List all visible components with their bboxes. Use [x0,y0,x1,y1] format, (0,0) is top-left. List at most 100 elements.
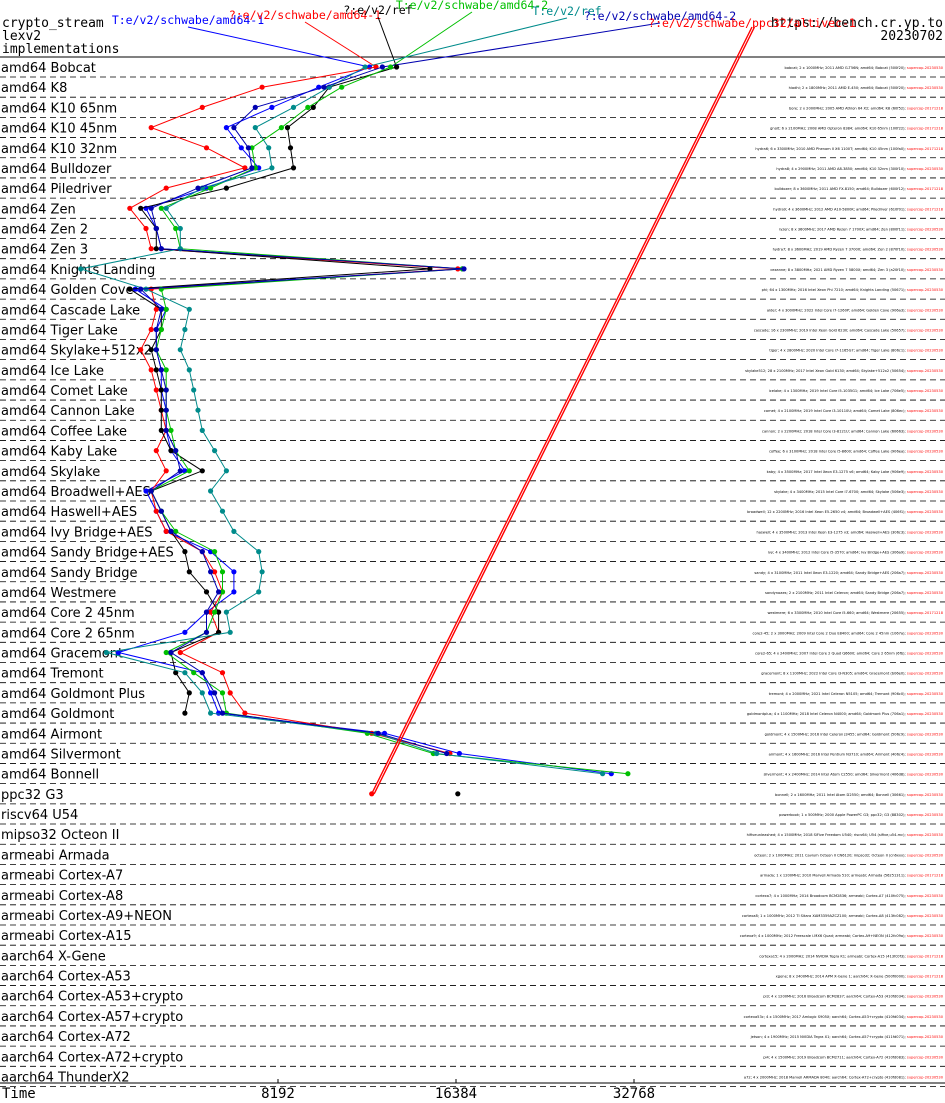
data-point [182,326,188,333]
x-axis: Time 8192 16384 32768 [0,1079,945,1102]
machine-description: hifiveunleashed; 4 x 1500MHz; 2018 SiFiv… [747,833,944,837]
data-point [219,508,226,514]
category-label: aarch64 X-Gene [1,949,106,964]
machine-description: hydra6; 6 x 3300MHz; 2010 AMD Phenom II … [755,147,943,151]
data-point [182,549,188,555]
machine-description: cascade; 16 x 2300MHz; 2019 Intel Xeon G… [754,328,944,332]
category-label: amd64 K10 45nm [1,122,117,137]
category-label: amd64 Comet Lake [1,384,128,399]
data-point [177,649,183,656]
overflow-line [371,26,753,795]
data-point [208,185,214,191]
data-point [148,246,154,252]
series-line [80,66,603,775]
data-point [249,165,255,171]
data-point [208,609,214,615]
machine-description: sandy; 4 x 3100MHz; 2011 Intel Xeon E3-1… [754,571,943,575]
machine-description: pi3; 4 x 1200MHz; 2016 Broadcom BCM2837;… [763,995,943,999]
category-label: amd64 Knights Landing [1,263,155,278]
category-label: riscv64 U54 [1,808,78,823]
data-point [461,266,467,272]
machine-description: ivy; 4 x 3400MHz; 2012 Intel Core i5-357… [768,551,944,555]
machine-description: a72; 4 x 2000MHz; 2018 Marvell ARMADA 80… [744,1076,944,1080]
machine-description: core2-45; 2 x 3000MHz; 2009 Intel Core 2… [752,631,943,635]
category-label: armeabi Cortex-A7 [1,869,123,884]
legend-leader [304,21,377,68]
category-label: amd64 Ivy Bridge+AES [1,525,153,540]
data-point [227,629,233,635]
machine-description: core2-65; 4 x 2400MHz; 2007 Intel Core 2… [755,652,944,656]
data-point [212,549,218,555]
data-point [212,609,218,615]
category-label: amd64 Tremont [1,667,104,682]
machine-description: gracemont; 8 x 1100MHz; 2022 Intel Core … [761,672,944,676]
category-label: armeabi Armada [1,848,110,863]
machine-description: jetson; 4 x 1900MHz; 2015 NVIDIA Tegra X… [750,1035,944,1039]
data-point [208,569,214,575]
grid-layer [0,56,945,1087]
data-point [186,569,192,575]
category-label: amd64 Gracemont [1,647,123,662]
category-label: aarch64 Cortex-A57+crypto [1,1010,183,1025]
machine-description: silvermont; 4 x 2400MHz; 2014 Intel Atom… [764,773,944,777]
data-point [168,448,174,454]
machine-description: hydra8; 4 x 2900MHz; 2011 AMD A8-3850; a… [776,167,943,171]
data-point [158,306,164,312]
data-point [203,609,210,615]
category-label: aarch64 Cortex-A72 [1,1030,131,1045]
data-point [379,64,385,70]
category-label: amd64 Goldmont Plus [1,687,145,702]
machine-description: bore; 2 x 2000MHz; 2005 AMD Athlon 64 X2… [789,106,944,110]
machine-description: hydra7; 8 x 3600MHz; 2019 AMD Ryzen 7 37… [773,248,944,252]
category-label: amd64 Zen 3 [1,243,88,258]
data-point [195,407,201,413]
data-point [310,104,316,110]
machine-description: octeon; 2 x 1000MHz; 2011 Cavium Octeon … [754,853,944,857]
data-point [163,387,169,393]
data-point [186,367,192,373]
machine-description: broadwell; 12 x 2200MHz; 2016 Intel Xeon… [747,510,944,514]
header-url[interactable]: https://bench.cr.yp.to [771,16,943,31]
machine-description: powerbook; 1 x 500MHz; 2000 Apple PowerP… [779,813,944,817]
data-point [186,306,192,312]
data-point [199,690,205,696]
data-point [290,165,297,171]
x-tick-label: 32768 [613,1086,655,1102]
legend-label: T:e/v2/schwabe/amd64-1 [112,13,264,27]
category-label: amd64 Skylake [1,465,100,480]
data-point [231,528,237,535]
data-point [163,649,169,656]
data-point [148,326,154,333]
data-point [173,225,179,232]
legend-label: T:e/v2/ref [532,4,601,18]
x-tick-label: 16384 [435,1086,477,1102]
data-point [219,690,226,696]
data-point [216,609,222,615]
data-point [177,347,183,353]
machine-description: cannon; 2 x 2200MHz; 2018 Intel Core i3-… [762,429,944,433]
data-point [153,387,159,393]
legend-label: T:e/v2/schwabe/amd64-2 [396,0,548,12]
machine-description: bulldozer; 8 x 3600MHz; 2011 AMD FX-8150… [774,187,943,191]
data-point [238,145,244,151]
category-label: amd64 Westmere [1,586,116,601]
machine-description: comet; 4 x 2100MHz; 2019 Intel Core i3-1… [764,409,944,413]
data-point [284,125,291,131]
machine-description: gnolt; 6 x 2100MHz; 2008 AMD Opteron 838… [770,127,944,131]
data-point [182,670,188,676]
category-label: aarch64 Cortex-A72+crypto [1,1050,183,1065]
machine-description: xgene; 8 x 2400MHz; 2014 APM X-Gene 1; a… [776,975,944,979]
category-label: aarch64 Cortex-A53 [1,970,131,985]
machine-description: skylake512; 28 x 2100MHz; 2017 Intel Xeo… [745,369,944,373]
machine-description: cezanne; 8 x 3800MHz; 2021 AMD Ryzen 7 5… [770,268,943,272]
data-point [362,64,368,70]
data-point [173,528,179,535]
category-label: amd64 Coffee Lake [1,424,127,439]
data-point [600,771,606,777]
category-label: amd64 Cannon Lake [1,404,135,419]
data-point [163,306,169,312]
series-6 [369,791,375,797]
category-label: aarch64 ThunderX2 [1,1071,129,1086]
data-point [223,609,229,615]
category-label: amd64 Skylake+512x2 [1,344,152,359]
